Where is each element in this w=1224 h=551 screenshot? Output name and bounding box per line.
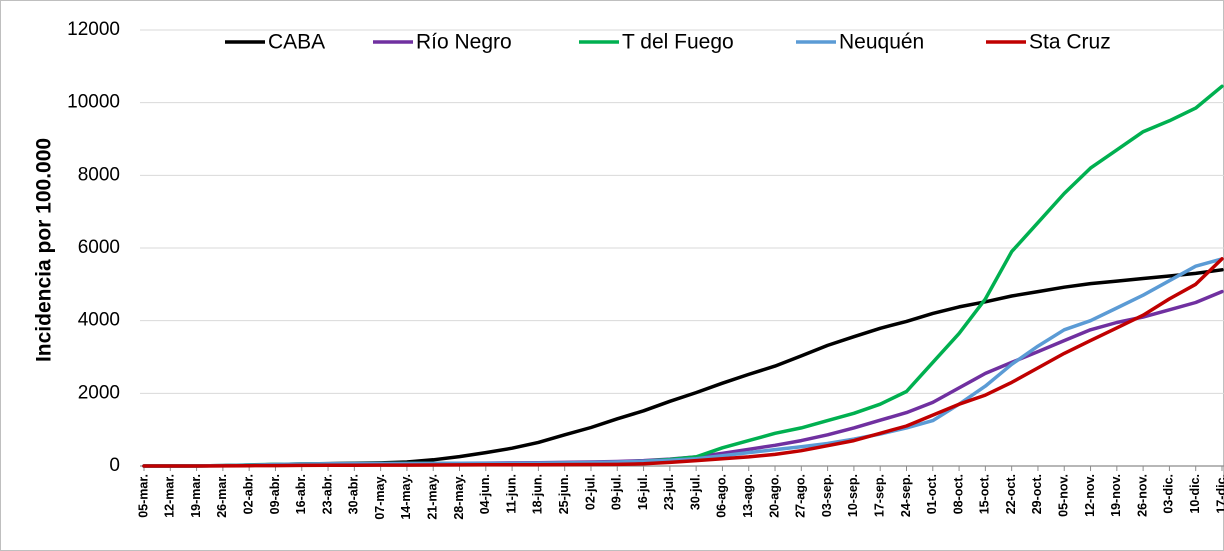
x-tick-label: 19-mar. — [189, 474, 203, 518]
legend-label: CABA — [268, 31, 325, 54]
x-tick-label: 07-may. — [373, 474, 387, 520]
legend-label: Sta Cruz — [1029, 31, 1111, 54]
x-tick-label: 02-jul. — [583, 474, 597, 510]
x-tick-label: 30-abr. — [347, 474, 361, 514]
x-tick-label: 17-dic. — [1214, 474, 1224, 514]
y-axis-ticks: 0 2000 4000 6000 8000 10000 12000 — [67, 19, 120, 476]
x-tick-label: 24-sep. — [899, 474, 913, 517]
legend-item-t-del-fuego: T del Fuego — [579, 31, 734, 54]
x-tick-label: 05-nov. — [1057, 474, 1071, 517]
x-tick-label: 16-jul. — [636, 474, 650, 510]
x-tick-label: 12-nov. — [1083, 474, 1097, 517]
x-tick-label: 10-sep. — [846, 474, 860, 517]
x-tick-label: 30-jul. — [688, 474, 702, 510]
y-tick-label: 12000 — [67, 19, 120, 40]
x-tick-label: 15-oct. — [978, 474, 992, 514]
legend-item-r-o-negro: Río Negro — [373, 31, 512, 54]
legend: CABA Río Negro T del Fuego Neuquén Sta Cruz — [225, 31, 1111, 54]
x-tick-label: 11-jun. — [504, 474, 518, 514]
x-tick-label: 16-abr. — [294, 474, 308, 514]
y-tick-label: 6000 — [78, 237, 120, 258]
x-tick-label: 10-dic. — [1188, 474, 1202, 514]
x-tick-label: 03-dic. — [1162, 474, 1176, 514]
x-tick-label: 05-mar. — [136, 474, 150, 518]
legend-label: Río Negro — [416, 31, 512, 54]
x-tick-label: 01-oct. — [925, 474, 939, 514]
legend-label: Neuquén — [839, 31, 924, 54]
x-tick-label: 14-may. — [399, 474, 413, 520]
x-tick-label: 08-oct. — [951, 474, 965, 514]
legend-label: T del Fuego — [622, 31, 734, 54]
x-tick-label: 02-abr. — [241, 474, 255, 514]
legend-item-neuqu-n: Neuquén — [796, 31, 924, 54]
legend-item-caba: CABA — [225, 31, 325, 54]
x-tick-label: 23-jul. — [662, 474, 676, 510]
x-tick-label: 09-abr. — [268, 474, 282, 514]
x-tick-label: 22-oct. — [1004, 474, 1018, 514]
y-tick-label: 0 — [109, 455, 120, 476]
x-tick-label: 17-sep. — [872, 474, 886, 517]
y-axis-label: Incidencia por 100.000 — [33, 138, 56, 362]
x-tick-label: 26-mar. — [215, 474, 229, 518]
x-tick-label: 04-jun. — [478, 474, 492, 514]
legend-item-sta-cruz: Sta Cruz — [986, 31, 1111, 54]
x-tick-label: 09-jul. — [610, 474, 624, 510]
x-tick-label: 28-may. — [452, 474, 466, 520]
y-tick-label: 8000 — [78, 164, 120, 185]
y-tick-label: 4000 — [78, 310, 120, 331]
x-tick-label: 23-abr. — [320, 474, 334, 514]
series-line-sta-cruz — [142, 257, 1224, 468]
y-tick-label: 2000 — [78, 382, 120, 403]
y-tick-label: 10000 — [67, 92, 120, 113]
x-tick-label: 29-oct. — [1030, 474, 1044, 514]
series-lines — [142, 84, 1224, 468]
x-tick-label: 12-mar. — [163, 474, 177, 518]
gridlines — [140, 29, 1224, 394]
x-tick-label: 27-ago. — [794, 474, 808, 518]
x-tick-label: 06-ago. — [715, 474, 729, 518]
x-tick-label: 18-jun. — [531, 474, 545, 514]
x-tick-label: 03-sep. — [820, 474, 834, 517]
x-tick-label: 19-nov. — [1109, 474, 1123, 517]
x-tick-label: 26-nov. — [1135, 474, 1149, 517]
x-tick-label: 25-jun. — [557, 474, 571, 514]
x-tick-label: 21-may. — [426, 474, 440, 520]
x-tick-label: 20-ago. — [767, 474, 781, 518]
x-tick-label: 13-ago. — [741, 474, 755, 518]
